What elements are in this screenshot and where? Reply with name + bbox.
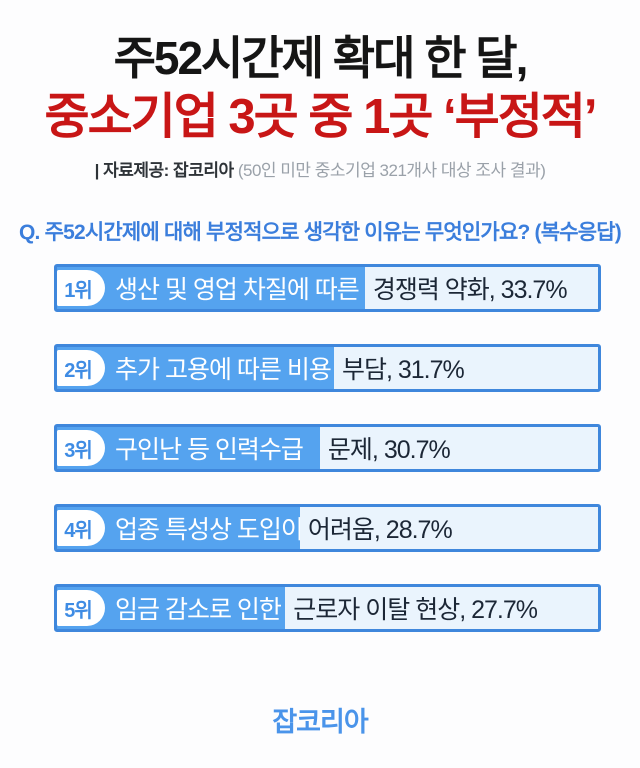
bar-row-3: 3위 구인난 등 인력수급 문제, 30.7% xyxy=(54,424,601,472)
bar-fill-4: 4위 업종 특성상 도입이 xyxy=(57,507,300,549)
bar-row-4: 4위 업종 특성상 도입이 어려움, 28.7% xyxy=(54,504,601,552)
survey-question: Q. 주52시간제에 대해 부정적으로 생각한 이유는 무엇인가요? (복수응답… xyxy=(18,221,622,244)
bar-fill-5: 5위 임금 감소로 인한 xyxy=(57,587,286,629)
rank-badge-4: 4위 xyxy=(57,510,105,546)
bar-chart: 1위 생산 및 영업 차질에 따른 경쟁력 약화, 33.7% 2위 추가 고용… xyxy=(54,264,601,632)
source-note: (50인 미만 중소기업 321개사 대상 조사 결과) xyxy=(233,160,546,180)
jobkorea-logo: 잡코리아 xyxy=(272,707,368,737)
source-line: | 자료제공: 잡코리아 (50인 미만 중소기업 321개사 대상 조사 결과… xyxy=(0,160,640,182)
page-title-line2: 중소기업 3곳 중 1곳 ‘부정적’ xyxy=(44,90,598,145)
bar-fill-2: 2위 추가 고용에 따른 비용 xyxy=(57,347,334,389)
bar-fill-1: 1위 생산 및 영업 차질에 따른 xyxy=(57,267,365,309)
rank-badge-3: 3위 xyxy=(57,430,105,466)
rank-badge-5: 5위 xyxy=(57,590,105,626)
footer: 잡코리아 xyxy=(0,700,640,739)
bar-rest-4: 어려움, 28.7% xyxy=(300,507,452,549)
bar-label-value-2: 부담, 31.7% xyxy=(341,356,464,384)
bar-row-5: 5위 임금 감소로 인한 근로자 이탈 현상, 27.7% xyxy=(54,584,601,632)
bar-rest-3: 문제, 30.7% xyxy=(320,427,450,469)
bar-label-value-5: 근로자 이탈 현상, 27.7% xyxy=(293,596,537,624)
bar-label-highlight-2: 추가 고용에 따른 비용 xyxy=(115,356,332,384)
page-title-line1: 주52시간제 확대 한 달, xyxy=(113,32,529,84)
bar-fill-3: 3위 구인난 등 인력수급 xyxy=(57,427,320,469)
bar-label-value-4: 어려움, 28.7% xyxy=(307,516,452,544)
infographic-page: 주52시간제 확대 한 달, 중소기업 3곳 중 1곳 ‘부정적’ | 자료제공… xyxy=(0,30,640,768)
bar-label-highlight-5: 임금 감소로 인한 xyxy=(115,596,282,624)
bar-rest-5: 근로자 이탈 현상, 27.7% xyxy=(285,587,537,629)
bar-label-value-1: 경쟁력 약화, 33.7% xyxy=(372,276,567,304)
source-label: | 자료제공: 잡코리아 xyxy=(94,160,234,180)
rank-badge-1: 1위 xyxy=(57,270,105,306)
bar-rest-2: 부담, 31.7% xyxy=(334,347,464,389)
bar-label-value-3: 문제, 30.7% xyxy=(327,436,450,464)
bar-label-highlight-3: 구인난 등 인력수급 xyxy=(115,436,304,464)
bar-rest-1: 경쟁력 약화, 33.7% xyxy=(365,267,567,309)
bar-label-highlight-1: 생산 및 영업 차질에 따른 xyxy=(115,276,360,304)
bar-row-1: 1위 생산 및 영업 차질에 따른 경쟁력 약화, 33.7% xyxy=(54,264,601,312)
bar-label-highlight-4: 업종 특성상 도입이 xyxy=(115,516,300,544)
bar-row-2: 2위 추가 고용에 따른 비용 부담, 31.7% xyxy=(54,344,601,392)
rank-badge-2: 2위 xyxy=(57,350,105,386)
